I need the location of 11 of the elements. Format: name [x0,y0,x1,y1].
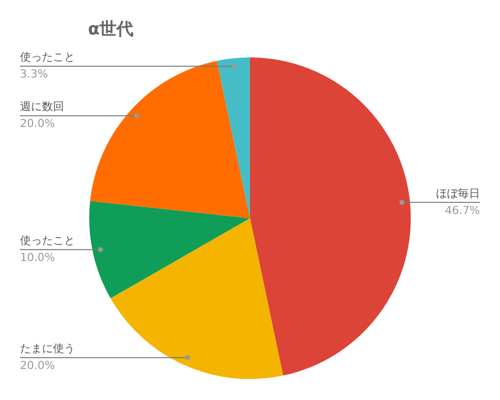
slice-label: 週に数回 [20,100,64,114]
data-label: 46.7% [445,204,480,217]
slice-label: ほぼ毎日 [436,186,480,200]
data-label: 3.3% [20,68,48,81]
slice-label: 使ったこと [20,50,75,64]
data-label: 10.0% [20,251,55,264]
chart-title: α世代 [88,20,134,40]
data-label: 20.0% [20,117,55,130]
data-label: 20.0% [20,358,55,372]
slice-label: たまに使う [20,342,75,355]
slice-label: 使ったこと [20,234,75,248]
